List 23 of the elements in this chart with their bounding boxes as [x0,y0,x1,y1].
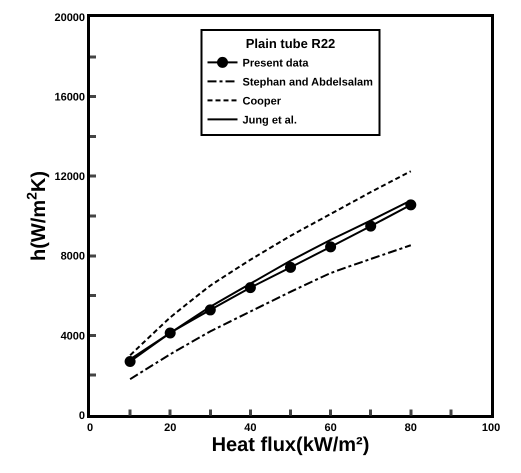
x-tick-label: 100 [482,422,500,434]
y-tick-label: 4000 [60,330,86,342]
point [325,241,336,252]
y-tick-label: 16000 [54,91,86,104]
x-tick-label: 0 [86,422,94,434]
legend-label: Stephan and Abdelsalam [242,76,374,89]
y-tick-label: 20000 [54,12,86,24]
x-tick-label: 60 [324,422,337,434]
point [365,220,376,232]
y-tick-label: 0 [78,410,86,422]
x-axis-title: Heat flux(kW/m²) [212,434,370,456]
x-tick-label: 20 [164,422,176,434]
y-tick-label: 12000 [54,171,86,184]
y-tick-label: 8000 [60,250,86,263]
legend-label: Jung et al. [242,114,297,127]
legend-label: Cooper [242,96,282,108]
x-tick-label: 40 [244,422,257,434]
point [285,262,296,273]
legend-label: Present data [242,58,310,70]
line-series [129,244,412,380]
point [124,356,136,367]
legend-title: Plain tube R22 [246,36,336,51]
x-tick-label: 80 [404,422,417,434]
